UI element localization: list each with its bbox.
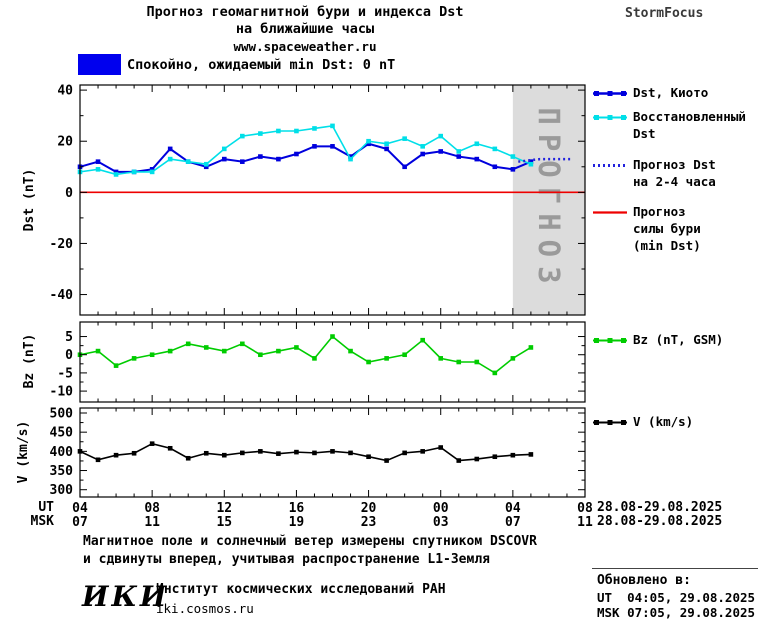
svg-text:-40: -40 [50, 288, 74, 303]
legend-label: на 2-4 часа [633, 174, 716, 189]
svg-text:20: 20 [57, 135, 73, 150]
institute-name: Институт космических исследований РАН [156, 582, 446, 597]
legend-item-dst-kyoto: Dst, Киото [593, 84, 708, 101]
updated-divider [592, 568, 758, 569]
chart-title-line2: на ближайшие часы [235, 21, 375, 37]
iki-logo: ИКИ [82, 580, 170, 613]
svg-text:07: 07 [72, 515, 88, 530]
ut-date-range: 28.08-29.08.2025 [597, 500, 723, 515]
legend-label: (min Dst) [633, 238, 701, 253]
legend-label: Прогноз Dst [633, 157, 716, 172]
ut-row-label: UT [38, 500, 54, 515]
svg-text:00: 00 [433, 501, 449, 516]
svg-text:-10: -10 [50, 385, 74, 400]
quiet-status-text: Спокойно, ожидаемый min Dst: 0 nT [127, 57, 396, 73]
legend-label: Dst [633, 126, 656, 141]
stormfocus-brand: StormFocus [625, 6, 704, 21]
svg-text:40: 40 [57, 84, 73, 99]
svg-text:20: 20 [361, 501, 377, 516]
svg-text:300: 300 [50, 483, 74, 498]
legend-item-v: V (km/s) [593, 413, 693, 430]
source-website: www.spaceweather.ru [233, 39, 377, 54]
svg-text:15: 15 [216, 515, 232, 530]
storm-level-swatch-icon [593, 211, 627, 214]
measurement-note-line1: Магнитное поле и солнечный ветер измерен… [83, 534, 537, 549]
svg-text:04: 04 [72, 501, 88, 516]
svg-text:0: 0 [65, 348, 73, 363]
legend-label: Dst, Киото [633, 85, 709, 100]
legend-label: силы бури [633, 221, 701, 236]
chart-title-line1: Прогноз геомагнитной бури и индекса Dst [146, 4, 464, 20]
v-swatch-icon [593, 420, 627, 425]
measurement-note-line2: и сдвинуты вперед, учитывая распростране… [83, 552, 490, 567]
svg-text:12: 12 [216, 501, 232, 516]
svg-text:-20: -20 [50, 237, 74, 252]
svg-text:16: 16 [289, 501, 305, 516]
legend-item-bz: Bz (nT, GSM) [593, 331, 723, 348]
msk-row-label: MSK [30, 514, 54, 529]
institute-url: iki.cosmos.ru [156, 601, 254, 616]
legend-label: Восстановленный [633, 109, 746, 124]
svg-text:08: 08 [144, 501, 160, 516]
svg-text:500: 500 [50, 406, 74, 421]
svg-text:5: 5 [65, 330, 73, 345]
svg-text:07: 07 [505, 515, 521, 530]
svg-text:-5: -5 [57, 366, 73, 381]
legend-item-dst-forecast: Прогноз Dst на 2-4 часа [593, 156, 716, 190]
legend-label: Прогноз [633, 204, 686, 219]
legend-label: Bz (nT, GSM) [633, 332, 724, 347]
dst-axis-label: Dst (nT) [22, 168, 37, 232]
svg-text:04: 04 [505, 501, 521, 516]
plots-canvas: ПРОГНОЗ 40 20 0 -20 -40 5 0 -5 -10 500 450 400 350 300… [50, 84, 593, 530]
bz-swatch-icon [593, 338, 627, 343]
msk-date-range: 28.08-29.08.2025 [597, 514, 723, 529]
svg-text:11: 11 [577, 515, 593, 530]
legend-item-restored-dst: Восстановленный Dst [593, 108, 746, 142]
svg-text:19: 19 [289, 515, 305, 530]
legend-label: V (km/s) [633, 414, 694, 429]
restored-dst-swatch-icon [593, 115, 627, 120]
dst-kyoto-swatch-icon [593, 91, 627, 96]
updated-ut: UT 04:05, 29.08.2025 [597, 590, 756, 605]
svg-text:450: 450 [50, 426, 74, 441]
svg-text:400: 400 [50, 445, 74, 460]
svg-text:08: 08 [577, 501, 593, 516]
svg-text:0: 0 [65, 186, 73, 201]
svg-text:23: 23 [361, 515, 377, 530]
updated-msk: MSK 07:05, 29.08.2025 [597, 605, 756, 620]
svg-text:11: 11 [144, 515, 160, 530]
v-axis-label: V (km/s) [16, 420, 31, 484]
chart-title: Прогноз геомагнитной бури и индекса Dst … [55, 4, 555, 55]
svg-text:350: 350 [50, 464, 74, 479]
updated-heading: Обновлено в: [597, 573, 691, 588]
dst-forecast-swatch-icon [593, 164, 627, 167]
svg-text:ПРОГНОЗ: ПРОГНОЗ [532, 107, 566, 292]
svg-text:03: 03 [433, 515, 449, 530]
legend-item-storm-level-forecast: Прогноз силы бури (min Dst) [593, 203, 701, 254]
quiet-status-swatch [78, 54, 121, 75]
